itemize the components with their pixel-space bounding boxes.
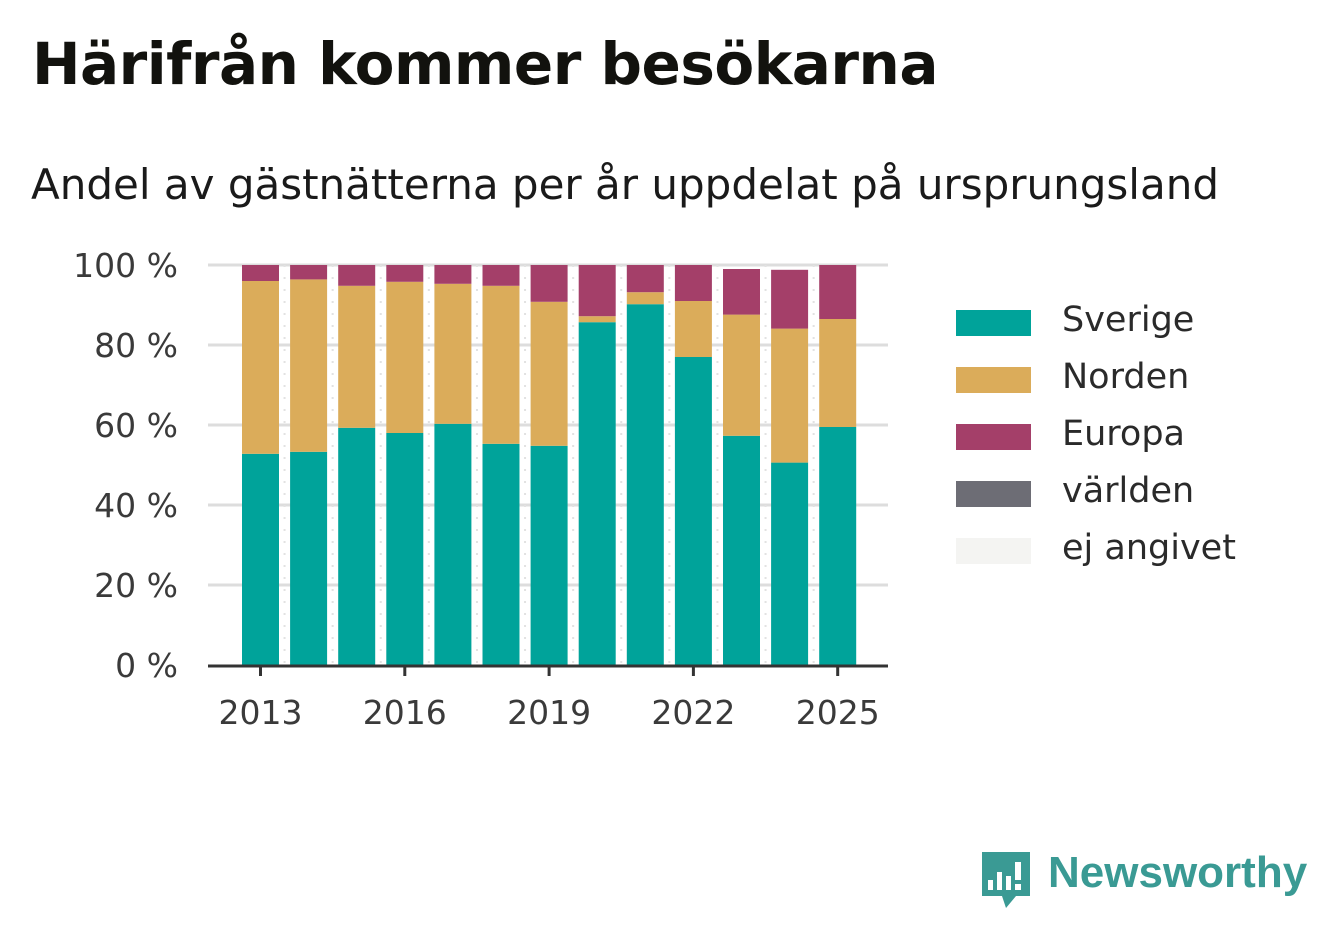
y-tick-label: 60 % — [94, 406, 178, 445]
bar-segment-europa-2020 — [578, 265, 616, 317]
legend-swatch — [956, 310, 1031, 336]
bar-segment-europa-2014 — [290, 265, 328, 280]
legend-swatch — [956, 424, 1031, 450]
bar-segment-europa-2022 — [674, 265, 712, 301]
bar-segment-sverige-2022 — [674, 357, 712, 665]
bar-segment-sverige-2025 — [819, 427, 857, 665]
bar-segment-norden-2015 — [338, 285, 376, 428]
bar-segment-norden-2025 — [819, 319, 857, 427]
stacked-bar-chart: 0 % 20 % 40 % 60 % 80 % 100 % 2013 2016 2019 2022… — [73, 246, 888, 732]
bar-segment-sverige-2021 — [626, 304, 664, 665]
bar-segment-europa-2023 — [723, 269, 760, 315]
bar-segment-norden-2020 — [578, 316, 616, 323]
newsworthy-logo-icon — [982, 852, 1030, 908]
bar-segment-norden-2013 — [242, 281, 279, 454]
chart-subtitle: Andel av gästnätterna per år uppdelat på… — [31, 160, 1219, 209]
y-tick-label: 100 % — [73, 246, 178, 285]
bar-segment-europa-2018 — [482, 265, 520, 286]
bar-segment-sverige-2016 — [386, 433, 424, 665]
legend-label: ej angivet — [1062, 528, 1236, 568]
legend-swatch — [956, 367, 1031, 393]
logo-wordmark: Newsworthy — [1048, 848, 1308, 897]
bar-segment-europa-2015 — [338, 265, 376, 286]
legend-swatch — [956, 538, 1031, 564]
y-tick-label: 80 % — [94, 326, 178, 365]
x-tick-label: 2022 — [651, 693, 735, 732]
bar-segment-europa-2019 — [530, 265, 568, 302]
bar-segment-sverige-2013 — [242, 453, 279, 665]
y-tick-label: 0 % — [115, 646, 178, 685]
bar-segment-norden-2023 — [723, 314, 760, 436]
bar-segment-norden-2017 — [434, 283, 472, 424]
y-tick-label: 40 % — [94, 486, 178, 525]
bar-segment-norden-2018 — [482, 285, 520, 444]
bar-segment-sverige-2017 — [434, 423, 472, 665]
bar-segment-sverige-2023 — [723, 435, 760, 665]
tick-labels: 0 % 20 % 40 % 60 % 80 % 100 % 2013 2016 2019 2022… — [73, 246, 880, 732]
legend-label: Europa — [1062, 414, 1185, 454]
bar-segment-europa-2016 — [386, 265, 424, 282]
bar-segment-norden-2022 — [674, 301, 712, 357]
chart-title: Härifrån kommer besökarna — [32, 30, 938, 98]
x-tick-label: 2013 — [219, 693, 303, 732]
x-tick-label: 2025 — [796, 693, 880, 732]
y-tick-label: 20 % — [94, 566, 178, 605]
bar-segment-europa-2013 — [242, 265, 279, 281]
bar-segment-europa-2017 — [434, 265, 472, 284]
bar-segment-norden-2019 — [530, 301, 568, 446]
bar-segment-europa-2024 — [771, 269, 809, 329]
bar-segment-norden-2024 — [771, 328, 809, 463]
bar-segment-europa-2025 — [819, 265, 857, 319]
legend-swatch — [956, 481, 1031, 507]
bar-segment-norden-2016 — [386, 281, 424, 433]
bar-segment-sverige-2020 — [578, 322, 616, 665]
x-tick-label: 2019 — [507, 693, 591, 732]
bars — [242, 265, 857, 665]
legend-label: Sverige — [1062, 300, 1195, 340]
bar-segment-norden-2014 — [290, 279, 328, 452]
bar-segment-norden-2021 — [626, 292, 664, 305]
bar-segment-sverige-2014 — [290, 451, 328, 665]
bar-segment-sverige-2024 — [771, 462, 809, 665]
bar-segment-europa-2021 — [626, 265, 664, 293]
legend-label: världen — [1062, 471, 1195, 511]
axes — [208, 664, 888, 676]
legend-label: Norden — [1062, 357, 1190, 397]
bar-segment-sverige-2019 — [530, 445, 568, 665]
bar-segment-sverige-2018 — [482, 443, 520, 665]
bar-segment-sverige-2015 — [338, 427, 376, 665]
x-tick-label: 2016 — [363, 693, 447, 732]
